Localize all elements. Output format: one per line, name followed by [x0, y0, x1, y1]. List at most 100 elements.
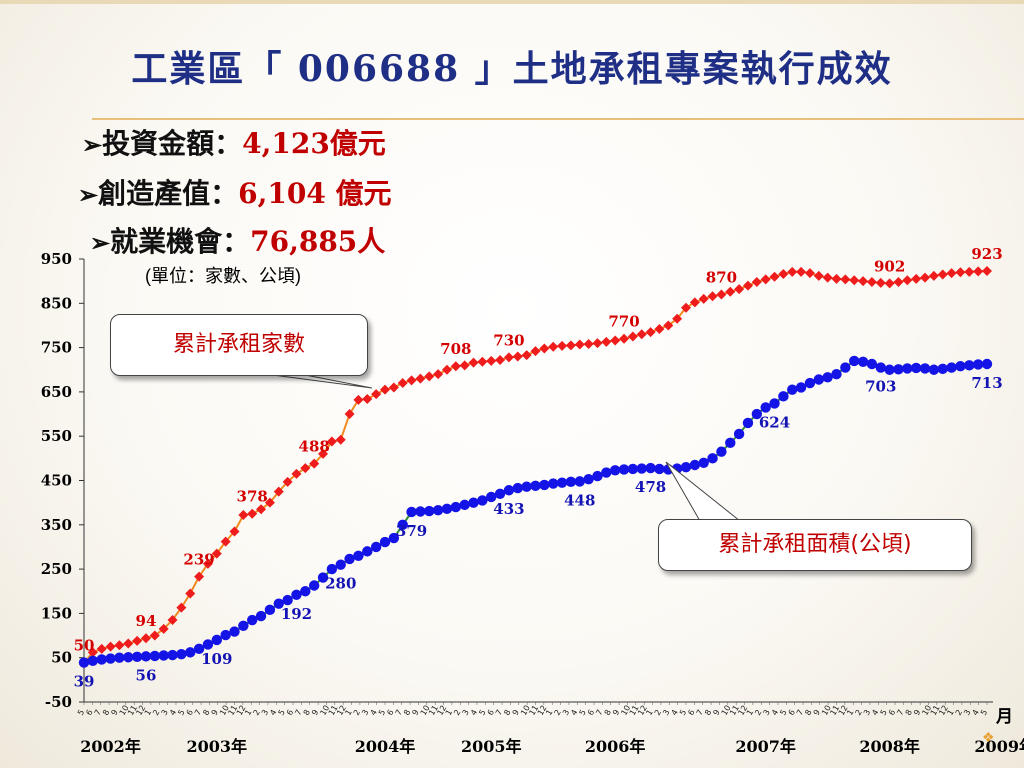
area-point: [96, 654, 107, 665]
count-point: [804, 268, 815, 279]
area-point: [804, 377, 816, 389]
area-point: [831, 368, 842, 380]
kpi-investment: ➢投資金額：4,123億元: [82, 122, 386, 162]
y-tick-label: 850: [41, 294, 72, 312]
x-tick-label: 4: [469, 708, 479, 717]
count-point: [928, 270, 939, 281]
area-point: [760, 402, 771, 413]
x-tick-label: 12: [837, 704, 850, 717]
count-point: [495, 355, 506, 366]
area-point: [902, 363, 913, 374]
area-point: [875, 362, 886, 373]
count-point: [663, 320, 674, 331]
x-tick-label: 9: [611, 708, 621, 717]
area-point: [618, 464, 630, 475]
count-point: [123, 638, 134, 649]
area-point: [583, 473, 594, 485]
x-unit-label: 月: [995, 707, 1013, 727]
year-label: 2003年: [187, 737, 248, 756]
area-point: [176, 648, 187, 660]
x-tick-label: 7: [695, 708, 705, 717]
area-point: [326, 563, 338, 575]
count-point: [698, 293, 709, 304]
area-point: [539, 479, 550, 491]
x-tick-label: 5: [778, 708, 788, 717]
x-tick-label: 10: [720, 704, 733, 717]
area-point: [636, 463, 647, 474]
area-point: [220, 629, 231, 641]
x-tick-label: 10: [118, 704, 131, 717]
count-point: [681, 302, 691, 313]
x-tick-label: 11: [126, 704, 139, 717]
x-tick-label: 1: [243, 708, 253, 717]
y-tick-label: 750: [41, 339, 72, 357]
count-point: [388, 382, 399, 393]
area-point: [972, 359, 984, 370]
x-tick-label: 4: [670, 708, 680, 717]
count-point: [309, 458, 320, 469]
x-tick-label: 10: [820, 704, 833, 717]
x-tick-label: 9: [210, 708, 220, 717]
unit-note: (單位：家數、公頃): [145, 266, 301, 286]
area-point: [857, 356, 869, 367]
area-point: [397, 519, 408, 530]
count-point: [238, 510, 249, 521]
count-point: [636, 329, 647, 340]
count-point: [406, 375, 417, 386]
count-point: [742, 280, 753, 291]
count-point: [512, 351, 523, 362]
count-point: [955, 267, 966, 278]
year-label: 2009年: [974, 737, 1024, 756]
y-tick-label: 650: [41, 383, 72, 401]
x-tick-label: 1: [745, 708, 755, 717]
area-data-label: 448: [564, 491, 595, 509]
area-point: [822, 372, 833, 383]
x-tick-label: 1: [845, 708, 855, 717]
area-point: [592, 470, 603, 482]
x-tick-label: 5: [277, 708, 287, 717]
x-tick-label: 9: [109, 708, 119, 717]
count-point: [557, 340, 568, 351]
count-point: [211, 548, 222, 559]
count-point: [672, 313, 683, 324]
area-point: [893, 364, 904, 375]
area-point: [840, 362, 851, 373]
x-tick-label: 2: [352, 708, 362, 717]
x-tick-label: 9: [812, 708, 822, 717]
kpi-employment-label: 就業機會：: [110, 225, 251, 258]
area-point: [751, 408, 763, 420]
area-point: [928, 364, 940, 375]
area-point: [193, 643, 205, 655]
count-point: [371, 389, 382, 400]
count-data-label: 708: [440, 340, 471, 358]
area-point: [362, 546, 373, 557]
area-point: [574, 476, 585, 487]
x-tick-label: 10: [318, 704, 331, 717]
area-data-label: 624: [759, 413, 790, 431]
x-tick-label: 12: [636, 704, 649, 717]
count-data-label: 770: [608, 313, 639, 331]
count-point: [822, 272, 833, 283]
area-point: [308, 580, 320, 591]
x-tick-label: 6: [787, 708, 797, 717]
area-point: [149, 650, 161, 662]
area-point: [521, 481, 532, 492]
area-point: [441, 503, 453, 515]
area-point: [238, 620, 249, 632]
area-point: [477, 495, 488, 506]
count-data-label: 730: [493, 331, 524, 349]
count-point: [645, 327, 656, 338]
count-point: [335, 434, 346, 445]
area-point: [689, 459, 701, 471]
area-data-label: 192: [281, 605, 312, 623]
count-point: [565, 340, 576, 351]
area-point: [910, 362, 922, 374]
x-tick-label: 6: [285, 708, 295, 717]
x-tick-label: 6: [887, 708, 897, 717]
area-point: [415, 506, 426, 517]
count-point: [813, 270, 824, 281]
count-point: [424, 371, 435, 382]
count-point: [884, 278, 895, 289]
x-tick-label: 2: [954, 708, 964, 717]
x-tick-label: 2: [854, 708, 864, 717]
